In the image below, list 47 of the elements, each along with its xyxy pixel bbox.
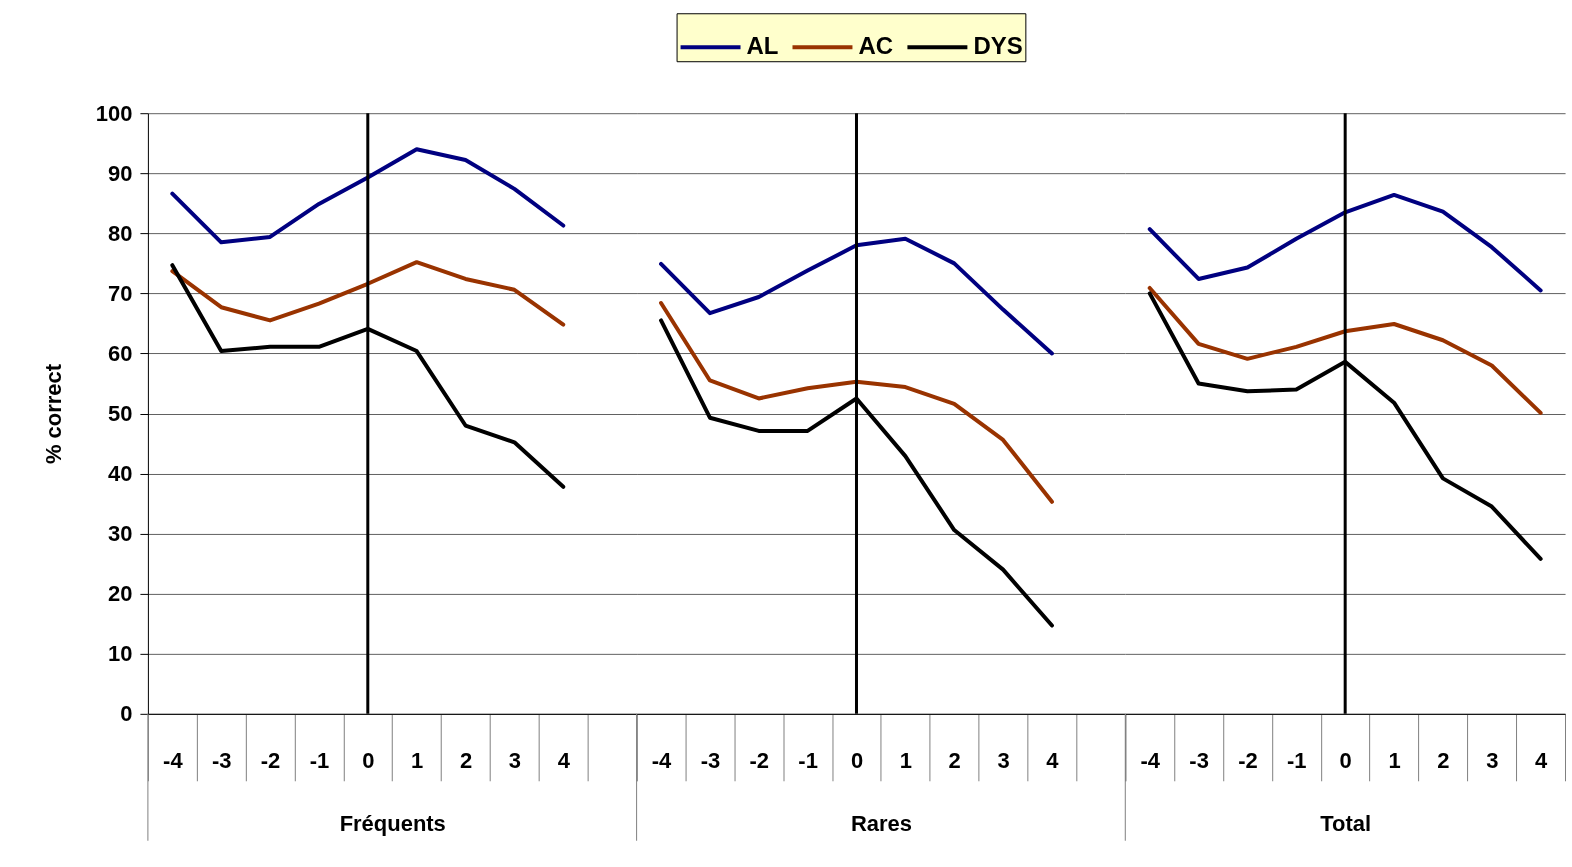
x-tick-label: 2 [1437, 748, 1450, 774]
y-axis-title: % correct [40, 363, 66, 465]
line-series [170, 260, 566, 327]
x-tick-label: -1 [309, 748, 330, 774]
x-tick-label: 1 [1388, 748, 1401, 774]
y-tick-label: 40 [107, 461, 133, 487]
y-tick-label: 0 [120, 701, 133, 727]
x-tick-label: -2 [749, 748, 770, 774]
x-tick-label: 1 [411, 748, 424, 774]
y-tick-label: 60 [107, 340, 133, 366]
y-tick-label: 50 [107, 401, 133, 426]
x-tick-label: 3 [1486, 748, 1499, 774]
x-tick-label: 0 [362, 748, 375, 774]
y-tick-label: 30 [107, 521, 133, 547]
x-tick-label: 4 [1046, 748, 1060, 774]
x-tick-label: -4 [163, 748, 184, 774]
x-tick-label: -3 [700, 748, 721, 774]
y-tick-label: 80 [107, 220, 133, 246]
x-tick-label: -1 [1287, 748, 1307, 774]
x-tick-label: -1 [798, 748, 818, 774]
x-axis-title: Rares [850, 810, 912, 836]
x-tick-label: 2 [948, 748, 961, 774]
x-tick-label: 0 [1339, 748, 1352, 774]
x-tick-label: 1 [899, 748, 912, 774]
x-tick-label: -2 [260, 748, 281, 774]
x-tick-label: 3 [508, 748, 522, 774]
legend-label: DYS [973, 32, 1023, 60]
x-tick-label: -3 [1189, 748, 1209, 774]
y-tick-label: 20 [107, 581, 133, 607]
y-tick-label: 100 [95, 100, 133, 126]
x-axis-title: Total [1320, 810, 1372, 836]
x-tick-label: -2 [1238, 748, 1258, 774]
y-tick-label: 70 [107, 280, 133, 306]
x-axis-title: Fréquents [339, 810, 446, 836]
y-tick-label: 10 [107, 641, 133, 667]
x-tick-label: 4 [1535, 748, 1549, 774]
line-series [170, 147, 566, 245]
y-tick-label: 90 [107, 160, 133, 186]
x-tick-label: -4 [651, 748, 673, 774]
x-tick-label: 0 [850, 748, 864, 774]
x-tick-label: 2 [459, 748, 473, 774]
x-tick-label: -3 [211, 748, 232, 774]
x-tick-label: 3 [997, 748, 1010, 774]
legend-label: AC [858, 32, 894, 60]
x-tick-label: -4 [1140, 748, 1161, 774]
legend-label: AL [746, 32, 779, 60]
x-tick-label: 4 [557, 748, 571, 774]
